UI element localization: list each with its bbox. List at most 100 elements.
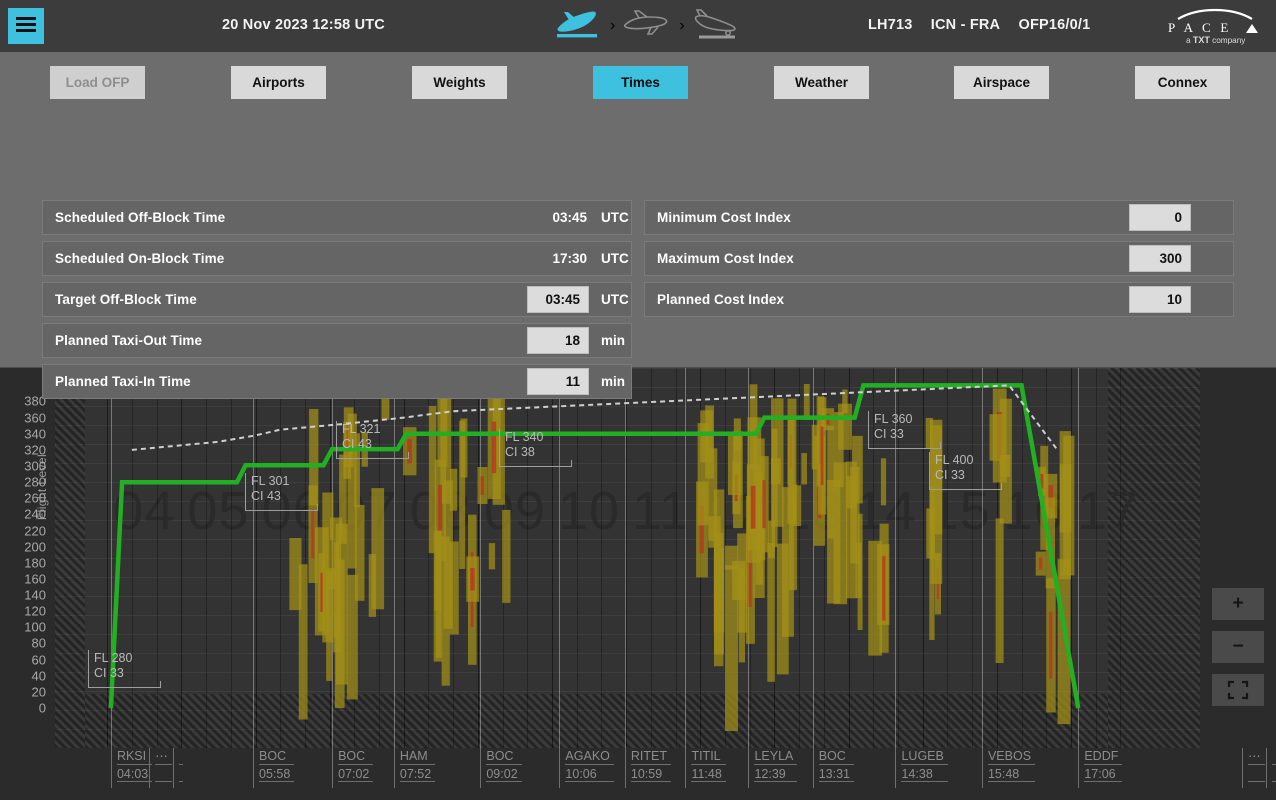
tab-load-ofp: Load OFP	[50, 66, 145, 99]
takeoff-phase-icon[interactable]	[552, 7, 604, 45]
weather-cell-core	[311, 509, 315, 559]
gridline-minor	[1095, 360, 1097, 748]
waypoint-gridline	[393, 360, 395, 748]
annotation-leader-line	[89, 681, 161, 688]
waypoint-time: 13:31	[818, 765, 854, 782]
waypoint-gridline	[1078, 360, 1080, 748]
hamburger-menu-button[interactable]	[8, 8, 44, 44]
weather-cell-core	[438, 484, 442, 536]
waypoint-item[interactable]: BOC 07:02	[332, 748, 374, 788]
field-unit: min	[601, 333, 626, 348]
waypoint-item[interactable]	[1266, 748, 1276, 788]
waypoint-strip[interactable]: RKSI 04:03 ⋯ BOC 05:58 BOC 07:02 HAM 07:52 BOC 09:…	[55, 748, 1276, 790]
waypoint-item[interactable]: LUGEB 14:38	[895, 748, 948, 788]
field-label: Target Off-Block Time	[55, 292, 197, 307]
fl-annotation: FL 280 CI 33	[88, 650, 165, 688]
y-tick-label: 140	[24, 587, 46, 603]
gridline	[255, 360, 257, 748]
waypoint-item[interactable]: TITIL 11:48	[685, 748, 726, 788]
gridline	[552, 360, 554, 748]
waypoint-item[interactable]: BOC 05:58	[253, 748, 295, 788]
tab-airports[interactable]: Airports	[231, 66, 326, 99]
waypoint-name: ⋯	[155, 748, 172, 765]
cruise-phase-icon[interactable]	[621, 7, 673, 45]
waypoint-time: 09:02	[486, 765, 522, 782]
landing-phase-icon[interactable]	[691, 7, 743, 45]
plot-left-hatch	[55, 360, 85, 748]
fit-icon	[1227, 680, 1249, 700]
annotation-leader-line	[930, 483, 1002, 490]
hour-label: 11	[632, 481, 691, 541]
fit-to-screen-button[interactable]	[1212, 674, 1264, 706]
field-unit: UTC	[601, 251, 629, 266]
waypoint-time: 11:48	[691, 765, 726, 782]
tab-airspace[interactable]: Airspace	[954, 66, 1049, 99]
zoom-in-button[interactable]: +	[1212, 588, 1264, 620]
svg-text:P A C E: P A C E	[1168, 20, 1231, 35]
waypoint-gridline	[624, 360, 626, 748]
weather-cell	[1063, 435, 1075, 576]
gridline-minor	[650, 360, 652, 748]
weather-cell	[488, 543, 496, 570]
waypoint-item[interactable]: ⋯	[1242, 748, 1265, 788]
hamburger-icon-bar	[16, 23, 36, 26]
waypoint-item[interactable]: BOC 09:02	[480, 748, 522, 788]
weather-cell	[459, 420, 466, 569]
waypoint-gridline	[559, 360, 561, 748]
field-value: 17:30	[552, 251, 587, 266]
waypoint-item[interactable]: AGAKO 10:06	[559, 748, 614, 788]
plot-bottom-hatch	[85, 694, 1108, 748]
gridline-minor	[576, 360, 578, 748]
weather-cell	[371, 488, 385, 610]
field-input[interactable]: 11	[527, 368, 589, 395]
tab-weights[interactable]: Weights	[412, 66, 507, 99]
weather-cell-core	[491, 421, 497, 474]
tab-times[interactable]: Times	[593, 66, 688, 99]
weather-cell	[787, 398, 797, 524]
weather-cell	[925, 417, 934, 449]
fl-annotation-level: FL 280	[94, 651, 133, 665]
field-input[interactable]: 0	[1129, 204, 1191, 231]
weather-cell	[346, 574, 358, 700]
waypoint-item[interactable]: RITET 10:59	[624, 748, 672, 788]
gridline-minor	[206, 360, 208, 748]
weather-cell	[354, 433, 360, 508]
gridline-minor	[823, 360, 825, 748]
waypoint-item[interactable]: ⋯	[149, 748, 172, 788]
waypoint-time: 04:03	[116, 765, 153, 782]
waypoint-item[interactable]: HAM 07:52	[393, 748, 436, 788]
gridline-minor	[1120, 360, 1122, 748]
waypoint-item[interactable]: LEYLA 12:39	[748, 748, 798, 788]
y-tick-label: 280	[24, 474, 46, 490]
zoom-out-button[interactable]: −	[1212, 631, 1264, 663]
tab-weather[interactable]: Weather	[774, 66, 869, 99]
field-input[interactable]: 10	[1129, 286, 1191, 313]
gridline	[922, 360, 924, 748]
hamburger-icon-bar	[16, 29, 36, 32]
waypoint-name: BOC	[338, 748, 374, 765]
fl-annotation-ci: CI 33	[874, 427, 904, 441]
weather-cell	[989, 414, 1002, 461]
weather-cell	[443, 480, 453, 629]
field-input[interactable]: 03:45	[527, 286, 589, 313]
weather-cell	[880, 458, 887, 506]
field-input[interactable]: 18	[527, 327, 589, 354]
weather-cell-core	[480, 476, 484, 495]
field-input[interactable]: 300	[1129, 245, 1191, 272]
tab-connex[interactable]: Connex	[1135, 66, 1230, 99]
waypoint-gridline	[895, 360, 897, 748]
series-planned-flight-profile	[108, 383, 1081, 709]
weather-cell	[708, 448, 718, 541]
waypoint-name: BOC	[259, 748, 295, 765]
waypoint-item[interactable]: VEBOS 15:48	[981, 748, 1036, 788]
waypoint-item[interactable]: RKSI 04:03	[110, 748, 153, 788]
flight-number: LH713	[868, 17, 913, 33]
waypoint-name: LEYLA	[754, 748, 798, 765]
waypoint-item[interactable]	[173, 748, 184, 788]
waypoint-item[interactable]: BOC 13:31	[812, 748, 854, 788]
fl-annotation-ci: CI 33	[94, 666, 124, 680]
flight-phase-selector: › ›	[552, 5, 743, 47]
waypoint-item[interactable]: EDDF 17:06	[1078, 748, 1123, 788]
y-tick-label: 320	[24, 442, 46, 458]
